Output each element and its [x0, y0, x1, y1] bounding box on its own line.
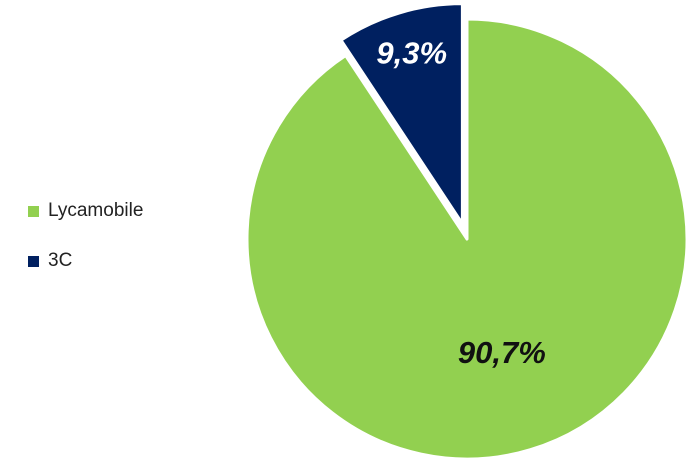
legend-swatch-3c: [28, 255, 39, 267]
legend-label-3c: 3C: [48, 250, 73, 271]
legend-label-lycamobile: Lycamobile: [48, 200, 144, 221]
pie-label-3c: 9,3%: [376, 35, 447, 70]
pie-slice-3c: [339, 2, 464, 226]
pie-slice-labels: 90,7% 9,3%: [376, 35, 545, 370]
legend-item-3c: 3C: [28, 248, 143, 274]
legend-swatch-lycamobile: [28, 205, 39, 217]
pie-slices: [245, 2, 689, 461]
legend-item-lycamobile: Lycamobile: [28, 198, 143, 224]
chart-legend: Lycamobile 3C: [28, 198, 143, 298]
pie-slice-lycamobile: [245, 17, 689, 461]
pie-label-lycamobile: 90,7%: [458, 335, 546, 370]
